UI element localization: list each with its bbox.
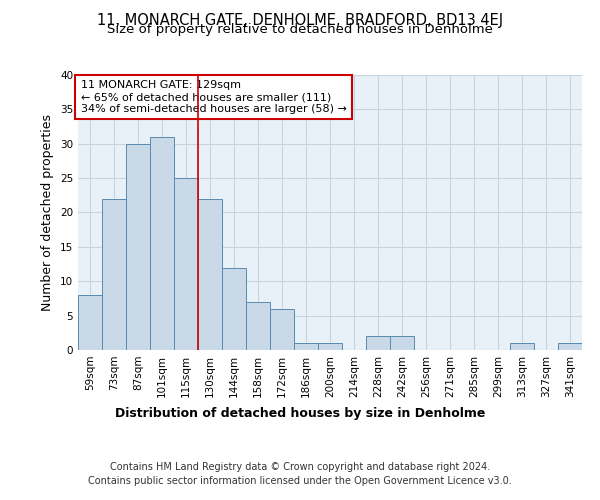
Bar: [78, 295, 102, 350]
Text: Size of property relative to detached houses in Denholme: Size of property relative to detached ho…: [107, 24, 493, 36]
Text: 11, MONARCH GATE, DENHOLME, BRADFORD, BD13 4EJ: 11, MONARCH GATE, DENHOLME, BRADFORD, BD…: [97, 12, 503, 28]
Text: Distribution of detached houses by size in Denholme: Distribution of detached houses by size …: [115, 408, 485, 420]
Bar: [270, 308, 294, 350]
Bar: [294, 343, 318, 350]
Bar: [390, 336, 414, 350]
Bar: [198, 198, 222, 350]
Bar: [222, 268, 246, 350]
Bar: [366, 336, 390, 350]
Bar: [174, 178, 198, 350]
Bar: [126, 144, 150, 350]
Text: Contains HM Land Registry data © Crown copyright and database right 2024.: Contains HM Land Registry data © Crown c…: [110, 462, 490, 472]
Bar: [558, 343, 582, 350]
Y-axis label: Number of detached properties: Number of detached properties: [41, 114, 55, 311]
Bar: [510, 343, 534, 350]
Bar: [102, 198, 126, 350]
Bar: [150, 137, 174, 350]
Bar: [246, 302, 270, 350]
Text: 11 MONARCH GATE: 129sqm
← 65% of detached houses are smaller (111)
34% of semi-d: 11 MONARCH GATE: 129sqm ← 65% of detache…: [80, 80, 346, 114]
Text: Contains public sector information licensed under the Open Government Licence v3: Contains public sector information licen…: [88, 476, 512, 486]
Bar: [318, 343, 342, 350]
